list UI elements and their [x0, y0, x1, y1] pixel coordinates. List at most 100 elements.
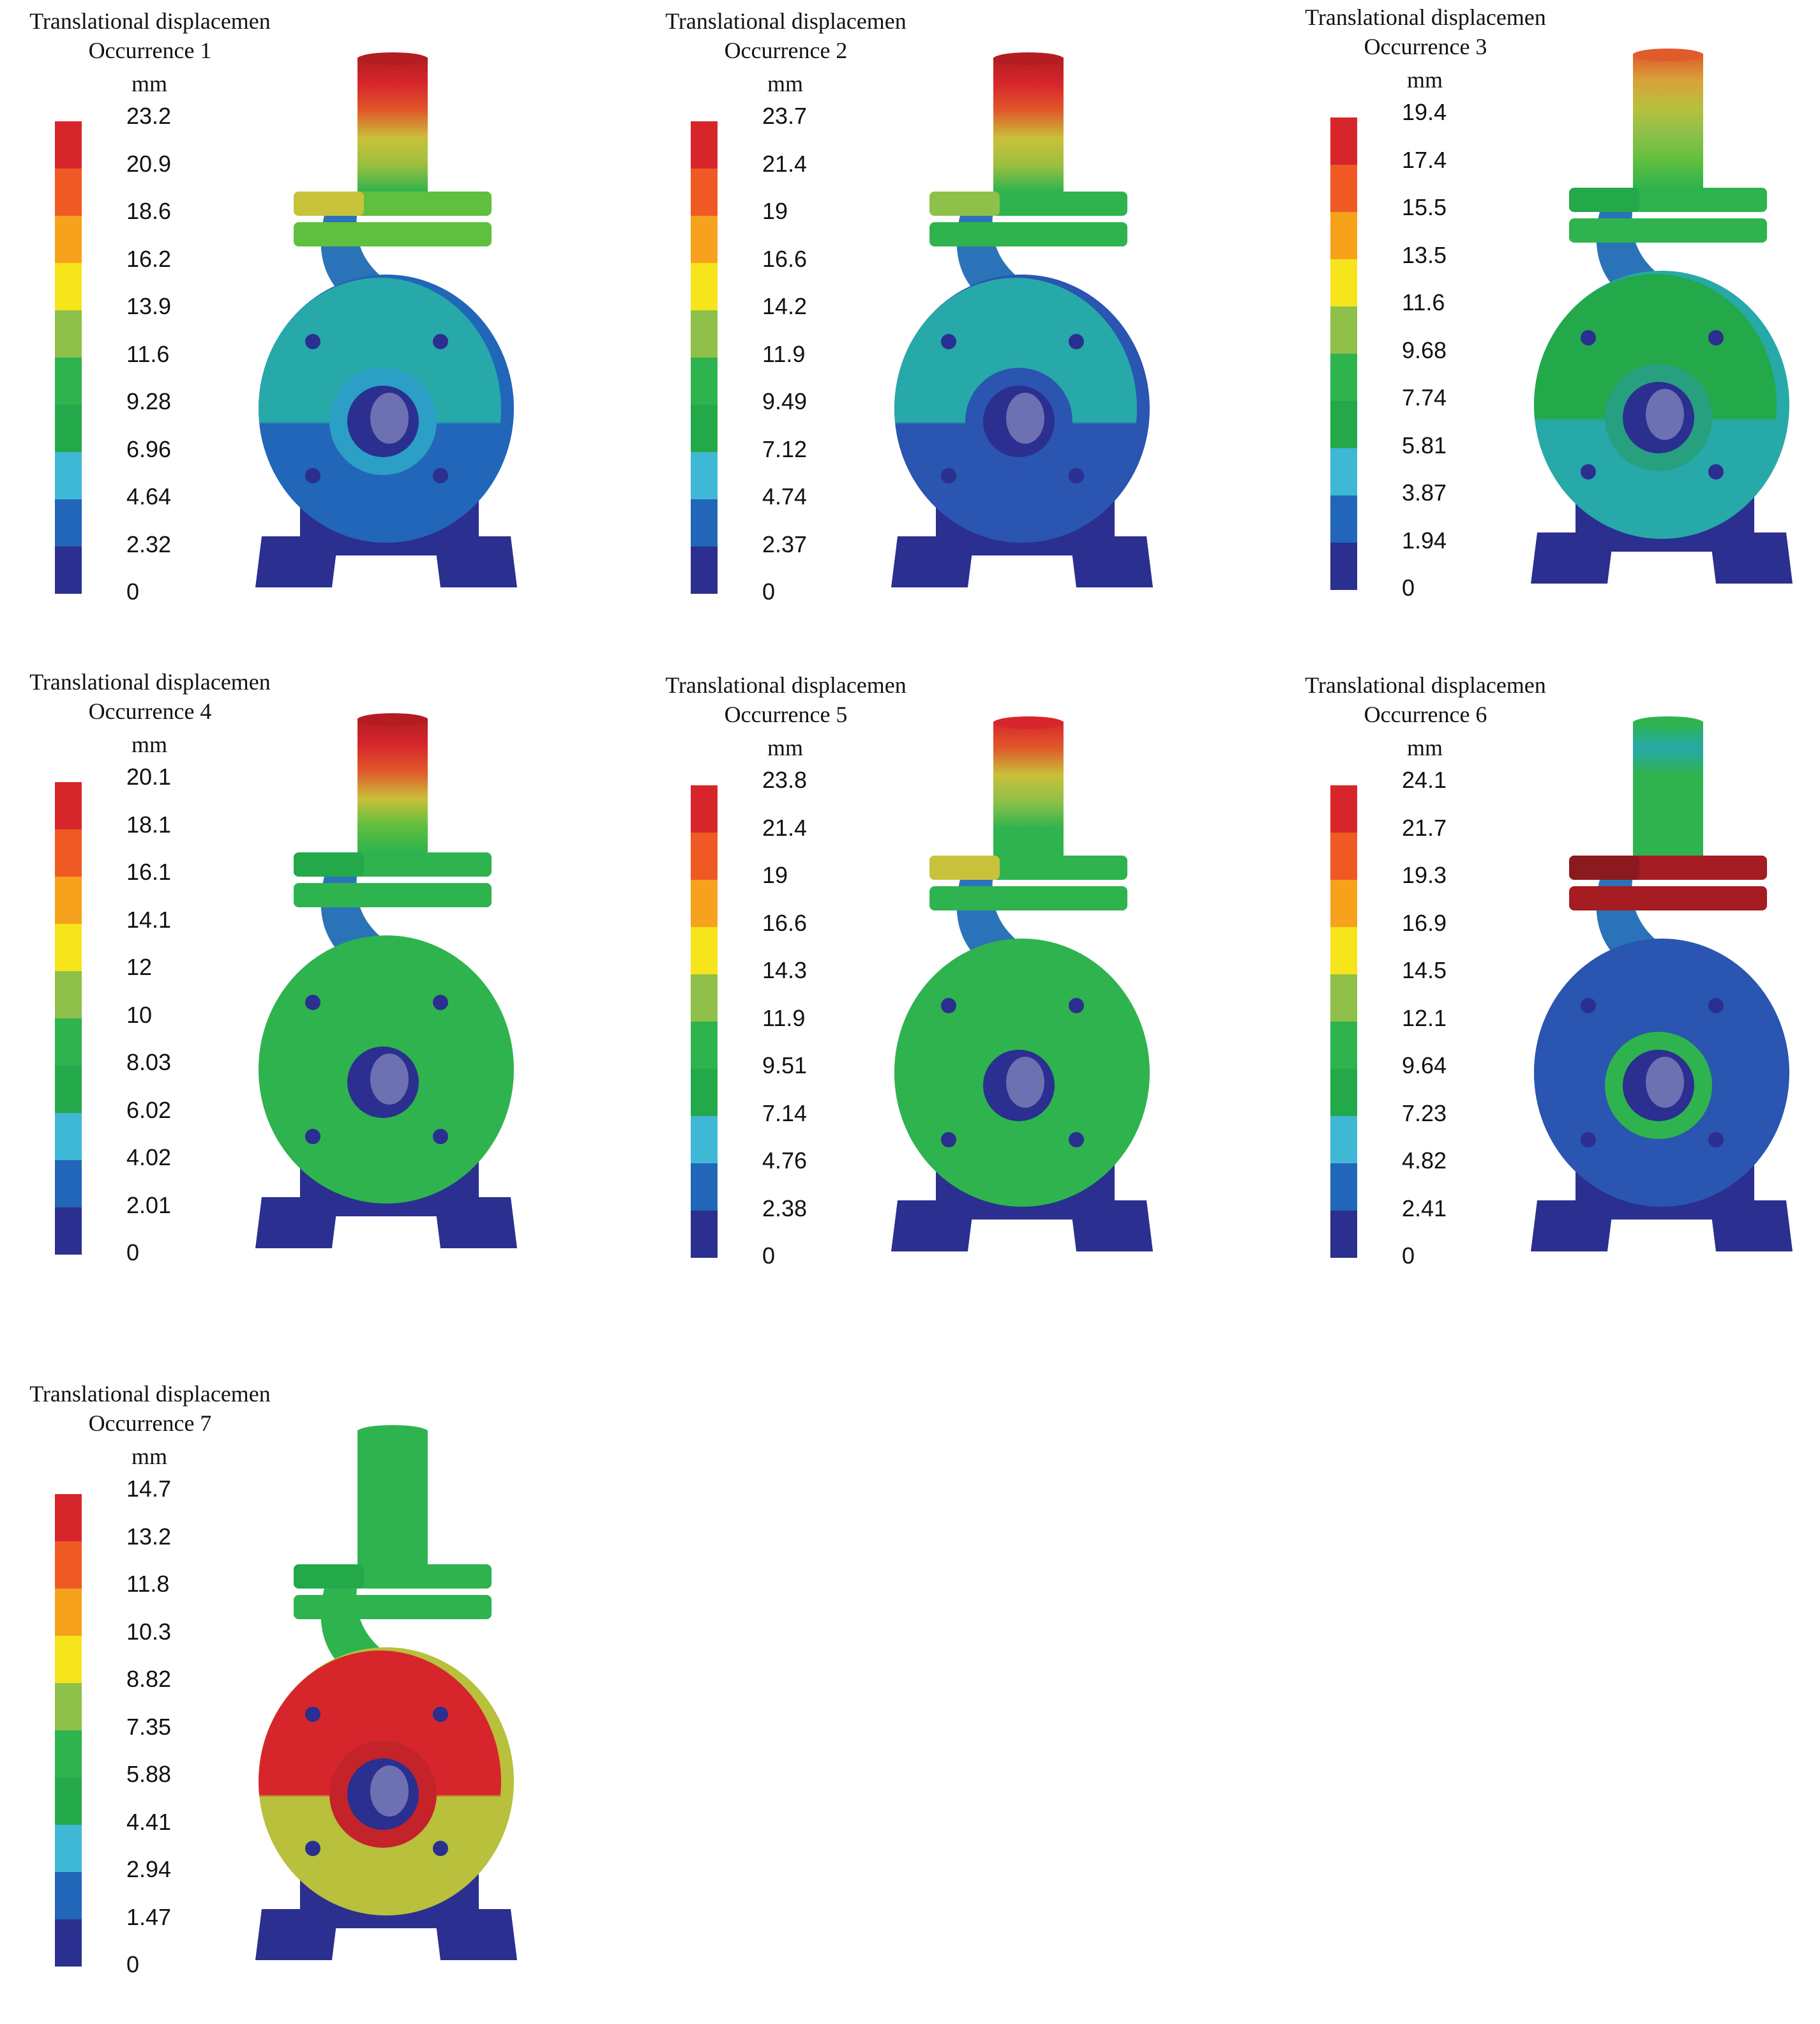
- discharge-pipe: [1633, 54, 1703, 188]
- legend-tick-label: 8.03: [126, 1049, 172, 1075]
- legend-tick-label: 13.9: [126, 293, 172, 319]
- legend-tick-label: 18.6: [126, 198, 172, 224]
- inlet-bore: [347, 1758, 419, 1830]
- unit-label: mm: [1407, 67, 1443, 93]
- legend-swatch: [691, 310, 718, 358]
- legend-tick-label: 15.5: [1402, 194, 1447, 220]
- panel-occurrence-1: Translational displacemen Occurrence 1 mm 2…: [0, 6, 606, 651]
- bolt-hole: [1581, 330, 1596, 345]
- legend-tick-label: 5.88: [126, 1761, 172, 1787]
- legend-swatch: [55, 121, 82, 169]
- legend-swatch: [1330, 448, 1357, 495]
- legend-swatch: [55, 358, 82, 405]
- legend-tick-label: 9.28: [126, 388, 172, 414]
- legend-swatch: [55, 1494, 82, 1541]
- panel-occurrence-7: Translational displacemen Occurrence 7 mm 1…: [0, 1379, 606, 2024]
- legend-tick-label: 10.3: [126, 1618, 172, 1645]
- legend-swatch: [1330, 212, 1357, 259]
- bolt-hole: [305, 1841, 320, 1856]
- legend-tick-label: 7.12: [762, 435, 808, 462]
- legend-swatch: [55, 1683, 82, 1730]
- legend-swatch: [691, 785, 718, 833]
- legend-tick-label: 9.49: [762, 388, 808, 414]
- bolt-hole: [1708, 998, 1724, 1013]
- outlet-flange: [929, 222, 1127, 246]
- bolt-hole: [1708, 330, 1724, 345]
- legend-swatch: [1330, 974, 1357, 1022]
- legend-swatch: [1330, 785, 1357, 833]
- legend-tick-label: 12: [126, 954, 153, 980]
- legend-swatch: [691, 499, 718, 547]
- panel-occurrence-3: Translational displacemen Occurrence 3 mm 1…: [1275, 3, 1820, 647]
- pump-model-illustration: [255, 52, 517, 587]
- legend-swatch: [55, 452, 82, 499]
- bolt-hole: [1581, 464, 1596, 480]
- bolt-hole: [305, 1707, 320, 1722]
- legend-swatch: [55, 1066, 82, 1113]
- legend-swatch: [1330, 259, 1357, 306]
- legend-tick-label: 8.82: [126, 1666, 172, 1692]
- legend-swatch: [55, 1113, 82, 1160]
- legend-swatch: [55, 1541, 82, 1589]
- bolt-hole: [1708, 464, 1724, 480]
- legend-swatch: [691, 121, 718, 169]
- bolt-hole: [941, 468, 956, 483]
- legend-swatch: [55, 499, 82, 547]
- legend-tick-label: 0: [762, 1242, 776, 1269]
- legend-swatch: [1330, 927, 1357, 974]
- legend-swatch: [55, 924, 82, 971]
- legend-swatch: [1330, 354, 1357, 401]
- legend-tick-label: 4.74: [762, 483, 808, 510]
- bolt-hole: [433, 995, 448, 1010]
- legend-tick-label: 11.6: [126, 340, 170, 367]
- legend-tick-label: 2.41: [1402, 1195, 1447, 1221]
- legend-tick-label: 23.7: [762, 103, 808, 129]
- legend-tick-label: 7.14: [762, 1099, 808, 1126]
- legend-swatch: [1330, 1069, 1357, 1116]
- legend-tick-label: 6.02: [126, 1096, 172, 1123]
- bolt-hole: [305, 995, 320, 1010]
- pump-model-illustration: [891, 52, 1153, 587]
- legend-tick-label: 14.2: [762, 293, 808, 319]
- discharge-pipe: [357, 57, 428, 192]
- legend-tick-label: 14.1: [126, 906, 172, 933]
- legend-tick-label: 5.81: [1402, 432, 1447, 458]
- unit-label: mm: [132, 1444, 168, 1469]
- legend-tick-label: 14.5: [1402, 957, 1447, 983]
- bolt-hole: [305, 334, 320, 349]
- panel-title: Translational displacemen Occurrence 5: [636, 670, 936, 729]
- legend-swatch: [1330, 306, 1357, 354]
- legend-swatch: [691, 452, 718, 499]
- bolt-hole: [305, 1129, 320, 1144]
- legend-tick-label: 7.74: [1402, 384, 1447, 411]
- legend-tick-label: 3.87: [1402, 480, 1447, 506]
- legend-tick-label: 19.4: [1402, 99, 1447, 125]
- legend-tick-label: 2.01: [126, 1191, 172, 1218]
- legend-swatch: [691, 974, 718, 1022]
- bolt-hole: [433, 1841, 448, 1856]
- inlet-bore: [347, 386, 419, 457]
- panel-occurrence-5: Translational displacemen Occurrence 5 mm 2…: [636, 670, 1242, 1315]
- legend-swatch: [691, 169, 718, 216]
- legend-tick-label: 2.38: [762, 1195, 808, 1221]
- legend-tick-label: 4.02: [126, 1144, 172, 1170]
- outlet-flange: [294, 883, 492, 907]
- legend-swatch: [55, 877, 82, 924]
- bolt-hole: [433, 334, 448, 349]
- legend-swatch: [691, 1211, 718, 1258]
- panel-title: Translational displacemen Occurrence 2: [636, 6, 936, 65]
- pump-model-illustration: [255, 713, 517, 1248]
- legend-swatch: [691, 833, 718, 880]
- bolt-hole: [941, 998, 956, 1013]
- legend-swatch: [1330, 543, 1357, 590]
- legend-tick-label: 9.51: [762, 1052, 808, 1078]
- legend-swatch: [1330, 1211, 1357, 1258]
- legend-swatch: [691, 216, 718, 263]
- legend-swatch: [1330, 165, 1357, 212]
- legend-tick-label: 20.1: [126, 764, 172, 790]
- legend-tick-label: 1.94: [1402, 527, 1447, 554]
- legend-tick-label: 19: [762, 862, 788, 888]
- legend-tick-label: 0: [1402, 1242, 1415, 1269]
- legend-tick-label: 16.6: [762, 909, 808, 936]
- legend-tick-label: 6.96: [126, 435, 172, 462]
